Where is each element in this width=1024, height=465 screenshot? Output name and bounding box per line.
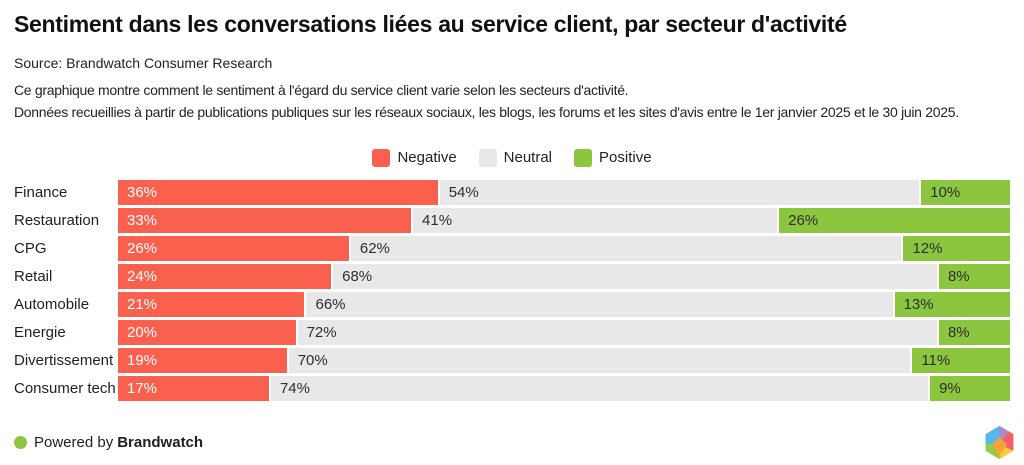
legend-item-positive: Positive <box>574 148 652 167</box>
legend: Negative Neutral Positive <box>14 148 1010 167</box>
segment-value-label: 12% <box>912 240 943 257</box>
category-label: Energie <box>14 324 66 341</box>
legend-item-negative: Negative <box>372 148 457 167</box>
bar-segment-neutral: 72% <box>297 320 937 345</box>
bar-segment-positive: 8% <box>938 264 1011 289</box>
stacked-bar: 26% 62% 12% <box>118 236 1010 261</box>
segment-value-label: 70% <box>297 352 328 369</box>
bar-segment-negative: 20% <box>118 320 296 345</box>
bar-segment-neutral: 41% <box>413 208 778 233</box>
bar-segment-positive: 26% <box>779 208 1010 233</box>
stacked-bar: 36% 54% 10% <box>118 180 1010 205</box>
negative-swatch-icon <box>372 148 391 167</box>
bar-row: Restauration 33% 41% 26% <box>14 208 1010 233</box>
bar-segment-neutral: 74% <box>270 376 929 401</box>
bar-row: Finance 36% 54% 10% <box>14 180 1010 205</box>
bar-segment-positive: 9% <box>930 376 1010 401</box>
bar-segment-positive: 13% <box>894 292 1010 317</box>
segment-value-label: 8% <box>947 268 970 285</box>
bar-segment-neutral: 66% <box>306 292 893 317</box>
bar-row: Retail 24% 68% 8% <box>14 264 1011 289</box>
segment-value-label: 68% <box>342 268 373 285</box>
segment-value-label: 62% <box>359 240 390 257</box>
chart-source: Source: Brandwatch Consumer Research <box>14 55 273 71</box>
segment-value-label: 74% <box>279 380 310 397</box>
powered-by-text: Powered by <box>34 434 114 451</box>
bar-segment-neutral: 68% <box>333 264 937 289</box>
bar-segment-positive: 11% <box>912 348 1010 373</box>
category-label: CPG <box>14 240 47 257</box>
stacked-bar: 19% 70% 11% <box>118 348 1010 373</box>
bar-segment-negative: 19% <box>118 348 287 373</box>
bar-segment-positive: 10% <box>921 180 1010 205</box>
legend-label: Positive <box>599 149 652 166</box>
stacked-bar: 17% 74% 9% <box>118 376 1010 401</box>
stacked-bar: 20% 72% 8% <box>118 320 1010 345</box>
bar-row: Divertissement 19% 70% 11% <box>14 348 1010 373</box>
segment-value-label: 26% <box>788 212 819 229</box>
bar-segment-positive: 8% <box>938 320 1010 345</box>
bar-segment-negative: 24% <box>118 264 332 289</box>
description-line-1: Ce graphique montre comment le sentiment… <box>14 82 629 98</box>
legend-item-neutral: Neutral <box>478 148 553 167</box>
category-label: Restauration <box>14 212 100 229</box>
bar-chart: Finance 36% 54% 10% Restauration 33% 41% 26% CPG… <box>14 180 1011 401</box>
footer: Powered by Brandwatch <box>14 434 203 451</box>
bar-segment-negative: 17% <box>118 376 269 401</box>
category-label: Consumer tech <box>14 380 116 397</box>
legend-label: Neutral <box>503 149 553 166</box>
segment-value-label: 21% <box>127 296 158 313</box>
category-label: Retail <box>14 268 53 285</box>
stacked-bar: 24% 68% 8% <box>118 264 1011 289</box>
bar-segment-negative: 21% <box>118 292 305 317</box>
segment-value-label: 26% <box>127 240 158 257</box>
category-label: Finance <box>14 184 68 201</box>
bar-segment-neutral: 62% <box>350 236 902 261</box>
stacked-bar: 33% 41% 26% <box>118 208 1010 233</box>
bar-row: CPG 26% 62% 12% <box>14 236 1010 261</box>
bar-segment-neutral: 70% <box>288 348 911 373</box>
bar-row: Automobile 21% 66% 13% <box>14 292 1010 317</box>
bar-row: Energie 20% 72% 8% <box>14 320 1010 345</box>
category-label: Automobile <box>14 296 90 313</box>
brand-name: Brandwatch <box>117 434 204 451</box>
segment-value-label: 36% <box>127 184 158 201</box>
positive-swatch-icon <box>574 148 593 167</box>
bar-segment-negative: 26% <box>118 236 349 261</box>
description-line-2: Données recueillies à partir de publicat… <box>14 104 959 120</box>
segment-value-label: 19% <box>127 352 158 369</box>
bar-segment-negative: 33% <box>118 208 412 233</box>
segment-value-label: 33% <box>127 212 158 229</box>
legend-label: Negative <box>397 149 457 166</box>
powered-by-dot-icon <box>14 436 27 449</box>
bar-segment-neutral: 54% <box>439 180 920 205</box>
brandwatch-logo-icon <box>985 425 1014 460</box>
segment-value-label: 41% <box>422 212 453 229</box>
segment-value-label: 13% <box>903 296 934 313</box>
segment-value-label: 17% <box>127 380 158 397</box>
bar-segment-negative: 36% <box>118 180 438 205</box>
segment-value-label: 54% <box>448 184 479 201</box>
category-label: Divertissement <box>14 352 114 369</box>
segment-value-label: 24% <box>127 268 158 285</box>
chart-title: Sentiment dans les conversations liées a… <box>14 11 847 37</box>
segment-value-label: 72% <box>306 324 337 341</box>
segment-value-label: 20% <box>127 324 158 341</box>
bar-segment-positive: 12% <box>903 236 1010 261</box>
bar-row: Consumer tech 17% 74% 9% <box>14 376 1010 401</box>
segment-value-label: 9% <box>939 380 961 397</box>
segment-value-label: 10% <box>930 184 961 201</box>
neutral-swatch-icon <box>478 148 497 167</box>
stacked-bar: 21% 66% 13% <box>118 292 1010 317</box>
segment-value-label: 8% <box>947 324 970 341</box>
segment-value-label: 11% <box>921 352 951 369</box>
segment-value-label: 66% <box>315 296 346 313</box>
